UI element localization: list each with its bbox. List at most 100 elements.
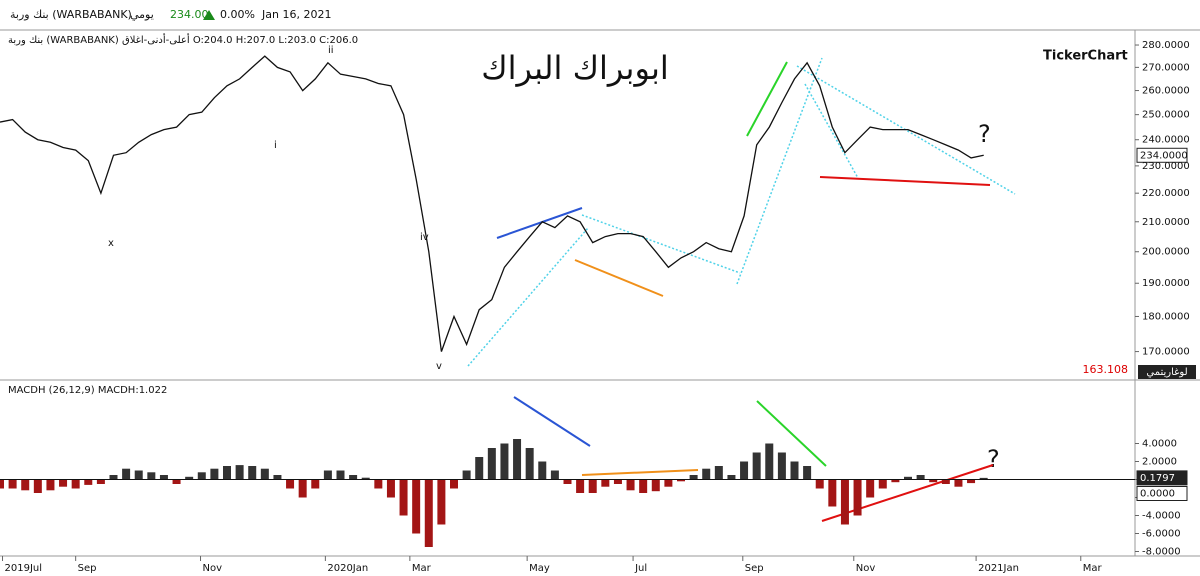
value-badge-label: 0.0000 bbox=[1140, 489, 1175, 500]
y-tick-label: 220.0000 bbox=[1142, 188, 1190, 199]
y-tick-label: 170.0000 bbox=[1142, 347, 1190, 358]
y-tick-label: 180.0000 bbox=[1142, 311, 1190, 322]
histogram-bar bbox=[777, 452, 786, 480]
histogram-bar bbox=[96, 479, 105, 484]
histogram-bar bbox=[273, 475, 282, 480]
histogram-bar bbox=[954, 479, 963, 487]
x-tick-label: Sep bbox=[78, 563, 97, 574]
histogram-bar bbox=[626, 479, 635, 491]
histogram-bar bbox=[651, 479, 660, 492]
channel-line bbox=[467, 227, 589, 367]
annotation: ? bbox=[978, 120, 991, 148]
y-tick-label: 190.0000 bbox=[1142, 278, 1190, 289]
channel-line bbox=[581, 214, 741, 274]
trendline bbox=[819, 176, 991, 186]
histogram-bar bbox=[286, 479, 295, 489]
x-tick-label: Nov bbox=[856, 563, 876, 574]
y-tick-label: -6.0000 bbox=[1142, 529, 1181, 540]
histogram-bar bbox=[437, 479, 446, 525]
y-tick-label: 260.0000 bbox=[1142, 86, 1190, 97]
y-tick-label: 2.0000 bbox=[1142, 457, 1177, 468]
histogram-bar bbox=[8, 479, 17, 489]
y-tick-label: 4.0000 bbox=[1142, 439, 1177, 450]
histogram-bar bbox=[613, 479, 622, 484]
channel-lines bbox=[467, 57, 1016, 367]
histogram-bar bbox=[513, 439, 522, 480]
histogram-bar bbox=[260, 468, 269, 480]
trendline bbox=[496, 207, 583, 239]
value-badge-label: 234.0000 bbox=[1140, 150, 1188, 161]
histogram-bar bbox=[803, 466, 812, 480]
value-badge bbox=[1136, 486, 1188, 501]
y-tick-label: 230.0000 bbox=[1142, 161, 1190, 172]
histogram-bar bbox=[689, 475, 698, 480]
histogram-bar bbox=[0, 479, 4, 489]
histogram-bar bbox=[122, 468, 131, 480]
x-tick-label: 2020Jan bbox=[327, 563, 368, 574]
y-tick-label: 200.0000 bbox=[1142, 247, 1190, 258]
histogram-bar bbox=[752, 452, 761, 480]
histogram-bar bbox=[967, 479, 976, 484]
histogram-bar bbox=[878, 479, 887, 489]
histogram-bar bbox=[134, 470, 143, 480]
histogram-bar bbox=[109, 475, 118, 480]
x-tick-label: May bbox=[529, 563, 550, 574]
histogram-bar bbox=[815, 479, 824, 489]
histogram-bar bbox=[576, 479, 585, 493]
x-tick-label: Jul bbox=[634, 563, 647, 574]
histogram-bar bbox=[740, 461, 749, 480]
histogram-bar bbox=[336, 470, 345, 480]
histogram-bar bbox=[916, 475, 925, 480]
histogram-bar bbox=[210, 468, 219, 480]
axis-min: 163.108 bbox=[1083, 363, 1129, 376]
histogram-bar bbox=[248, 466, 257, 480]
histogram-bar bbox=[500, 443, 509, 480]
annotation: x bbox=[108, 238, 114, 249]
scale-badge bbox=[1138, 365, 1196, 379]
up-arrow bbox=[203, 10, 215, 20]
histogram-bar bbox=[487, 448, 496, 480]
trendline bbox=[821, 464, 994, 522]
histogram-bar bbox=[866, 479, 875, 498]
last-price: 234.00 bbox=[170, 8, 209, 21]
annotation: ? bbox=[987, 445, 1000, 473]
histogram-bar bbox=[147, 472, 156, 480]
histogram-bar bbox=[450, 479, 458, 489]
histogram-bar bbox=[941, 479, 950, 484]
annotation: i bbox=[274, 140, 277, 151]
price-line bbox=[0, 55, 984, 352]
price-subtitle: بنك وربة (WARBABANK) أعلى-أدنى-اغلاق O:2… bbox=[8, 33, 358, 46]
histogram-bar bbox=[361, 477, 370, 480]
histogram-bar bbox=[71, 479, 80, 489]
histogram-bar bbox=[639, 479, 648, 493]
histogram-bar bbox=[235, 465, 244, 480]
scale-label: لوغاريتمي bbox=[1146, 367, 1187, 378]
histogram-bar bbox=[677, 479, 685, 482]
change: 0.00% bbox=[220, 8, 255, 21]
histogram-bar bbox=[197, 472, 206, 480]
histogram-bar bbox=[538, 461, 547, 480]
annotation: v bbox=[436, 361, 442, 372]
histogram-bar bbox=[714, 466, 723, 480]
histogram-bar bbox=[853, 479, 862, 516]
histogram-bar bbox=[525, 448, 534, 480]
x-tick-label: 2019Jul bbox=[5, 563, 43, 574]
histogram-bar bbox=[21, 479, 30, 491]
trendlines bbox=[496, 61, 994, 522]
channel-line bbox=[804, 83, 859, 179]
y-tick-label: 240.0000 bbox=[1142, 135, 1190, 146]
y-tick-label: 210.0000 bbox=[1142, 217, 1190, 228]
x-tick-label: Nov bbox=[203, 563, 223, 574]
brand: TickerChart bbox=[1043, 49, 1128, 64]
histogram-bar bbox=[828, 479, 837, 507]
histogram-bar bbox=[765, 443, 774, 480]
date: Jan 16, 2021 bbox=[261, 8, 331, 21]
histogram-bar bbox=[59, 479, 68, 487]
value-badge-label: 0.1797 bbox=[1140, 473, 1175, 484]
y-tick-label: 280.0000 bbox=[1142, 40, 1190, 51]
trendline bbox=[756, 400, 827, 467]
macd-title: MACDH (26,12,9) MACDH:1.022 bbox=[8, 385, 167, 396]
annotation: iv bbox=[420, 232, 429, 243]
